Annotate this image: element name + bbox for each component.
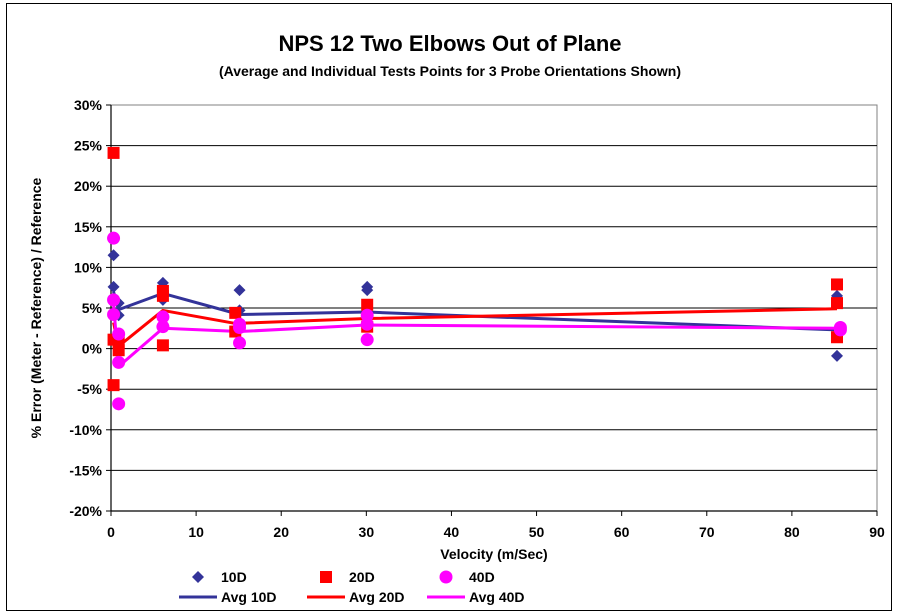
data-point-40d xyxy=(112,397,126,411)
legend-marker-20d xyxy=(320,571,332,583)
legend-marker-10d xyxy=(192,571,204,583)
y-tick-label: 10% xyxy=(74,259,103,275)
data-point-40d xyxy=(156,310,170,324)
legend-item-40d: 40D xyxy=(439,569,495,585)
x-tick-label: 40 xyxy=(444,524,460,540)
chart-frame: NPS 12 Two Elbows Out of Plane (Average … xyxy=(6,3,892,611)
data-point-10d xyxy=(107,280,120,293)
legend: 10D 20D 40D Avg 10D Avg 20D Avg 40D xyxy=(179,569,525,605)
y-tick-label: 0% xyxy=(82,341,103,357)
data-point-40d xyxy=(112,355,126,369)
x-axis-label: Velocity (m/Sec) xyxy=(440,546,547,562)
legend-item-avg-40d: Avg 40D xyxy=(427,589,525,605)
y-tick-label: 25% xyxy=(74,138,103,154)
data-point-10d xyxy=(107,249,120,262)
data-point-20d xyxy=(156,339,169,352)
data-point-20d xyxy=(107,146,120,159)
y-tick-label: -5% xyxy=(77,381,102,397)
data-point-20d xyxy=(156,289,169,302)
axes: -20% -15% -10% -5% 0% 5% 10% 15% 20% 25% 30% 0 10 20 3… xyxy=(69,97,885,540)
legend-item-avg-20d: Avg 20D xyxy=(307,589,405,605)
data-point-40d xyxy=(233,320,247,334)
legend-label: 10D xyxy=(221,569,247,585)
legend-label: Avg 20D xyxy=(349,589,405,605)
data-point-40d xyxy=(107,231,121,245)
x-tick-label: 20 xyxy=(273,524,289,540)
x-tick-label: 90 xyxy=(869,524,885,540)
legend-item-10d: 10D xyxy=(192,569,247,585)
data-point-40d xyxy=(360,317,374,331)
legend-label: Avg 40D xyxy=(469,589,525,605)
data-point-10d xyxy=(830,349,843,362)
y-axis-label: % Error (Meter - Reference) / Reference xyxy=(28,177,44,438)
legend-label: Avg 10D xyxy=(221,589,277,605)
x-tick-label: 70 xyxy=(699,524,715,540)
data-point-20d xyxy=(229,306,242,319)
y-tick-label: 15% xyxy=(74,219,103,235)
series-40d xyxy=(107,231,847,411)
data-point-40d xyxy=(833,323,847,337)
x-tick-label: 10 xyxy=(188,524,204,540)
data-point-10d xyxy=(233,284,246,297)
y-tick-label: 5% xyxy=(82,300,103,316)
legend-item-20d: 20D xyxy=(320,569,375,585)
y-tick-label: 30% xyxy=(74,97,103,113)
y-tick-label: 20% xyxy=(74,178,103,194)
data-point-40d xyxy=(112,327,126,341)
data-point-40d xyxy=(107,293,121,307)
series xyxy=(107,146,847,411)
data-point-20d xyxy=(361,298,374,311)
x-tick-label: 0 xyxy=(107,524,115,540)
chart-title: NPS 12 Two Elbows Out of Plane xyxy=(278,31,621,56)
chart-subtitle: (Average and Individual Tests Points for… xyxy=(219,63,681,79)
x-tick-label: 30 xyxy=(359,524,375,540)
chart-svg: NPS 12 Two Elbows Out of Plane (Average … xyxy=(28,31,885,605)
data-point-40d xyxy=(156,320,170,334)
y-tick-label: -15% xyxy=(69,462,102,478)
x-tick-label: 60 xyxy=(614,524,630,540)
y-tick-label: -10% xyxy=(69,422,102,438)
data-point-10d xyxy=(361,284,374,297)
data-point-40d xyxy=(360,308,374,322)
legend-marker-40d xyxy=(439,570,453,584)
legend-label: 40D xyxy=(469,569,495,585)
legend-label: 20D xyxy=(349,569,375,585)
data-point-40d xyxy=(360,333,374,347)
grid-lines xyxy=(111,145,877,471)
data-point-40d xyxy=(107,307,121,321)
data-point-20d xyxy=(107,379,120,392)
data-point-40d xyxy=(233,336,247,350)
legend-item-avg-10d: Avg 10D xyxy=(179,589,277,605)
data-point-20d xyxy=(830,297,843,310)
data-point-20d xyxy=(830,278,843,291)
y-tick-label: -20% xyxy=(69,503,102,519)
data-point-20d xyxy=(112,344,125,357)
x-tick-label: 50 xyxy=(529,524,545,540)
x-tick-label: 80 xyxy=(784,524,800,540)
